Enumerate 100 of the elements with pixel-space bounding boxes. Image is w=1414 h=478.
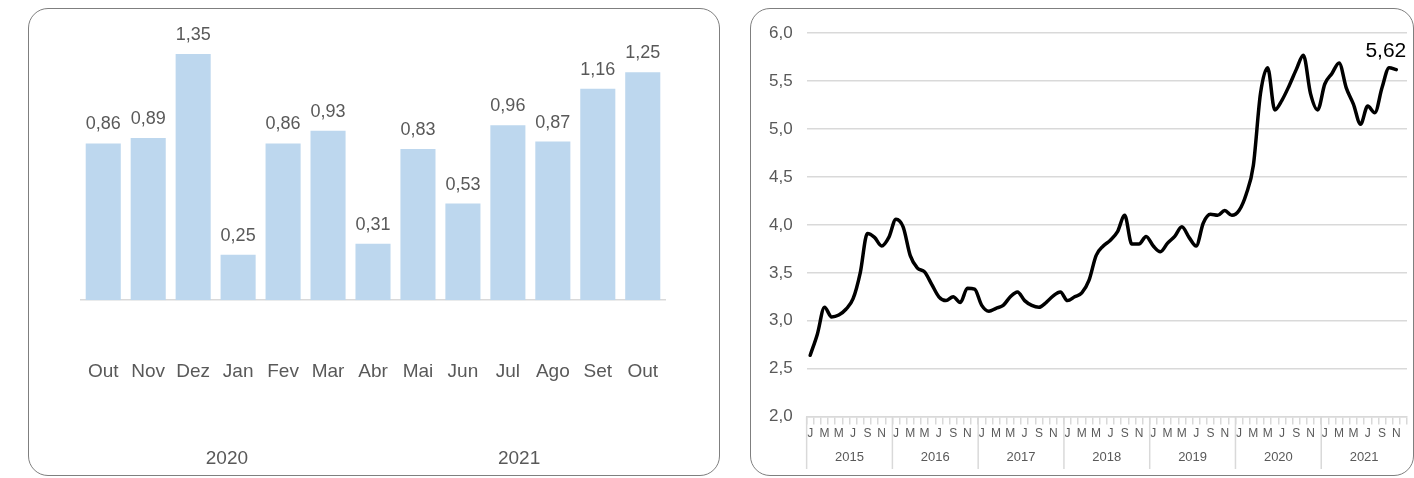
- x-tick-label: M: [905, 426, 916, 441]
- y-tick-label: 3,0: [768, 310, 793, 330]
- x-tick-label: Jan: [222, 359, 254, 381]
- x-tick-label: M: [1248, 426, 1259, 441]
- data-label: 1,35: [175, 24, 211, 45]
- data-label: 0,31: [355, 213, 391, 234]
- y-tick-label: 4,5: [768, 166, 793, 186]
- bar: [580, 88, 616, 301]
- x-tick-label: M: [991, 426, 1002, 441]
- text: 2015: [835, 448, 864, 464]
- x-tick-label: J: [978, 426, 985, 441]
- x-tick-label: Out: [87, 359, 120, 381]
- x-tick-label: N: [1306, 426, 1315, 441]
- y-tick-label: 6,0: [768, 22, 793, 42]
- x-tick-label: N: [1048, 426, 1058, 441]
- x-tick-label: J: [892, 426, 899, 441]
- x-tick-label: M: [1262, 426, 1273, 441]
- text: 2016: [920, 448, 950, 464]
- x-tick-label: J: [850, 426, 857, 441]
- x-tick-label: M: [1162, 426, 1173, 441]
- y-tick-label: 3,5: [768, 262, 793, 282]
- x-tick-label: S: [1292, 426, 1301, 441]
- x-tick-label: Set: [583, 359, 613, 381]
- x-tick-label: M: [1091, 426, 1102, 441]
- text: 2020: [205, 447, 249, 469]
- x-tick-label: N: [1220, 426, 1230, 441]
- data-label: 1,16: [580, 58, 616, 79]
- bar: [265, 143, 301, 301]
- y-tick-label: 2,5: [768, 358, 793, 378]
- x-tick-label: Jun: [447, 359, 479, 381]
- bar: [355, 243, 391, 301]
- y-tick-label: 4,0: [768, 214, 793, 234]
- x-tick-label: Jul: [495, 359, 521, 381]
- x-tick-label: M: [1176, 426, 1187, 441]
- x-tick-label: M: [819, 426, 830, 441]
- text: 2019: [1178, 448, 1208, 464]
- data-label: 0,53: [445, 173, 481, 194]
- x-tick-label: J: [1236, 426, 1243, 441]
- x-tick-label: Mai: [402, 359, 434, 381]
- x-tick-label: J: [1021, 426, 1028, 441]
- data-label: 0,87: [535, 111, 571, 132]
- bar: [220, 254, 256, 301]
- bar: [625, 72, 661, 301]
- x-tick-label: N: [877, 426, 887, 441]
- data-label: 0,89: [130, 107, 166, 128]
- text: 2018: [1092, 448, 1122, 464]
- x-tick-label: S: [863, 426, 872, 441]
- bar: [445, 203, 481, 301]
- x-tick-label: M: [1348, 426, 1359, 441]
- x-tick-label: S: [1120, 426, 1129, 441]
- text: 2021: [497, 447, 541, 469]
- bar: [85, 143, 121, 301]
- bar: [130, 137, 166, 301]
- data-label: 0,96: [490, 95, 526, 116]
- x-tick-label: N: [963, 426, 972, 441]
- x-tick-label: M: [1076, 426, 1087, 441]
- data-label: 0,86: [85, 113, 121, 134]
- x-tick-label: S: [1034, 426, 1043, 441]
- x-tick-label: J: [1150, 426, 1157, 441]
- x-tick-label: Mar: [311, 359, 346, 381]
- x-tick-label: J: [1321, 426, 1328, 441]
- text: 2017: [1006, 448, 1036, 464]
- x-tick-label: S: [1206, 426, 1215, 441]
- x-tick-label: N: [1134, 426, 1144, 441]
- y-tick-label: 2,0: [768, 406, 793, 426]
- y-tick-label: 5,0: [768, 118, 793, 138]
- data-label: 0,86: [265, 113, 301, 134]
- x-tick-label: Abr: [358, 359, 389, 381]
- bar: [310, 130, 346, 301]
- x-tick-label: N: [1391, 426, 1401, 441]
- x-tick-label: Out: [627, 359, 659, 381]
- data-label: 0,93: [310, 100, 346, 121]
- x-tick-label: J: [1193, 426, 1200, 441]
- x-tick-label: J: [935, 426, 942, 441]
- data-label: 1,25: [625, 42, 661, 63]
- x-tick-label: J: [1364, 426, 1371, 441]
- x-tick-label: Ago: [535, 359, 570, 381]
- text: 2021: [1349, 448, 1379, 464]
- x-tick-label: S: [949, 426, 958, 441]
- x-tick-label: M: [1005, 426, 1016, 441]
- data-label: 5,62: [1365, 37, 1407, 61]
- x-tick-label: Nov: [131, 359, 166, 381]
- x-tick-label: J: [1107, 426, 1114, 441]
- x-tick-label: J: [1278, 426, 1285, 441]
- data-label: 0,83: [400, 118, 436, 139]
- bar: [175, 54, 211, 301]
- x-tick-label: M: [1334, 426, 1345, 441]
- y-tick-label: 5,5: [768, 70, 793, 90]
- x-tick-label: J: [807, 426, 814, 441]
- bar: [535, 141, 571, 301]
- x-tick-label: M: [833, 426, 844, 441]
- x-tick-label: M: [919, 426, 930, 441]
- text: 2020: [1263, 448, 1293, 464]
- x-tick-label: S: [1377, 426, 1386, 441]
- x-tick-label: J: [1064, 426, 1071, 441]
- x-tick-label: Dez: [176, 359, 211, 381]
- bar: [400, 148, 436, 301]
- x-tick-label: Fev: [267, 359, 300, 381]
- bar: [490, 125, 526, 301]
- data-label: 0,25: [220, 224, 256, 245]
